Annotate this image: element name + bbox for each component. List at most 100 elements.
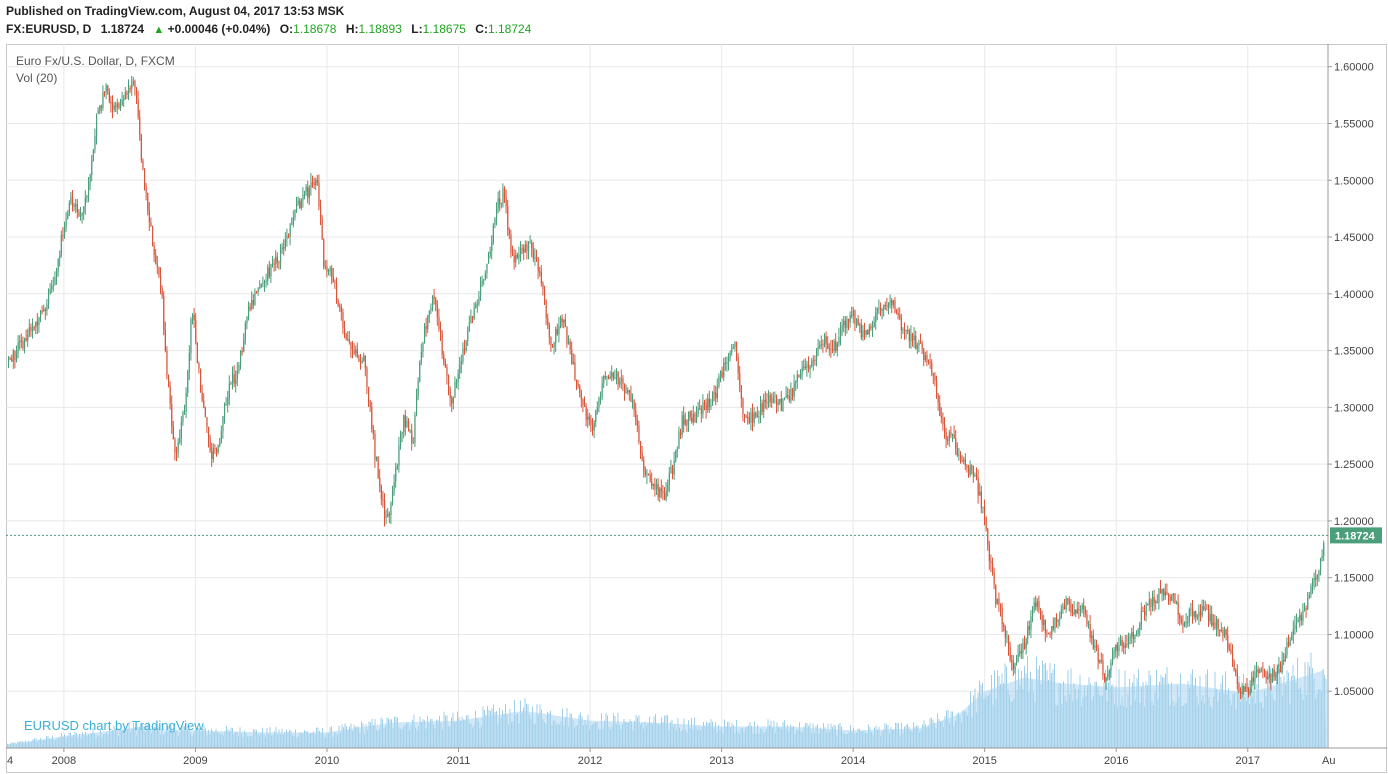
candle-down: [340, 306, 342, 313]
candle-up: [707, 398, 709, 411]
candle-up: [892, 300, 894, 306]
candle-up: [793, 383, 795, 397]
candle-down: [844, 320, 846, 329]
candle-up: [1137, 629, 1139, 633]
candle-down: [1142, 610, 1144, 612]
candle-up: [75, 204, 77, 206]
candle-up: [43, 309, 45, 311]
candle-down: [1046, 632, 1048, 634]
candle-down: [1009, 647, 1011, 661]
candle-up: [403, 415, 405, 432]
candle-down: [950, 432, 952, 435]
candle-up: [878, 307, 880, 309]
candle-down: [313, 182, 315, 185]
candle-down: [694, 413, 696, 423]
candle-up: [240, 351, 242, 365]
candle-down: [368, 386, 370, 401]
candle-down: [547, 318, 549, 326]
candle-down: [990, 561, 992, 564]
candle-down: [464, 348, 466, 351]
candle-up: [716, 386, 718, 399]
candle-up: [414, 414, 416, 443]
candle-down: [539, 271, 541, 273]
candle-up: [1161, 588, 1163, 594]
candle-up: [1308, 594, 1310, 599]
volume-indicator-label[interactable]: Vol (20): [16, 71, 58, 85]
candle-down: [592, 424, 594, 431]
candle-down: [550, 337, 552, 347]
candle-up: [659, 488, 661, 498]
candle-down: [942, 417, 944, 425]
candle-up: [73, 205, 75, 207]
candle-down: [44, 309, 46, 311]
candle-down: [1163, 588, 1165, 596]
candle-down: [1217, 619, 1219, 630]
candle-down: [331, 268, 333, 277]
candle-up: [422, 342, 424, 353]
candle-down: [1219, 629, 1221, 632]
x-tick-label: Au: [1322, 755, 1335, 767]
candle-up: [969, 465, 971, 476]
candle-up: [712, 392, 714, 406]
candle-down: [1008, 637, 1010, 648]
candle-down: [11, 359, 13, 362]
candle-down: [1078, 609, 1080, 611]
candle-down: [145, 187, 147, 193]
candle-down: [206, 417, 208, 428]
candle-down: [649, 475, 651, 482]
candle-down: [1240, 691, 1242, 694]
candle-up: [1286, 642, 1288, 656]
candle-up: [264, 281, 266, 283]
candle-up: [958, 454, 960, 456]
chart-frame[interactable]: [6, 44, 1387, 773]
candle-down: [662, 491, 664, 494]
candle-up: [294, 209, 296, 218]
candle-down: [1225, 629, 1227, 635]
candle-up: [555, 329, 557, 343]
candle-down: [745, 416, 747, 418]
candle-down: [908, 330, 910, 342]
candle-up: [480, 284, 482, 297]
candle-down: [937, 395, 939, 403]
candle-up: [124, 92, 126, 100]
candle-down: [356, 349, 358, 357]
candle-down: [920, 341, 922, 343]
candle-down: [590, 419, 592, 425]
candle-down: [740, 385, 742, 399]
candle-up: [1304, 608, 1306, 611]
candle-down: [971, 465, 973, 467]
candle-down: [126, 92, 128, 95]
last-price-tag-label: 1.18724: [1335, 530, 1376, 542]
candle-up: [982, 506, 984, 508]
candle-down: [379, 477, 381, 486]
candle-down: [915, 335, 917, 349]
candle-down: [323, 239, 325, 267]
candle-down: [585, 406, 587, 420]
candle-up: [1019, 651, 1021, 654]
candle-down: [939, 402, 941, 416]
candle-down: [1116, 644, 1118, 652]
candle-down: [369, 400, 371, 407]
candle-up: [393, 481, 395, 490]
candle-up: [520, 248, 522, 255]
candle-up: [291, 224, 293, 226]
candle-up: [1172, 593, 1174, 596]
candle-up: [315, 180, 317, 185]
candle-up: [782, 399, 784, 411]
candle-down: [107, 85, 109, 91]
candle-up: [1152, 596, 1154, 607]
candle-down: [1288, 642, 1290, 646]
candle-down: [1041, 615, 1043, 625]
candle-up: [385, 516, 387, 518]
candle-down: [1004, 626, 1006, 638]
candle-up: [1291, 635, 1293, 641]
candle-up: [64, 226, 66, 236]
y-tick-label: 1.05000: [1334, 686, 1374, 698]
candle-up: [785, 395, 787, 399]
candle-down: [886, 305, 888, 307]
candle-up: [1059, 617, 1061, 620]
candle-up: [1318, 571, 1320, 576]
candle-up: [59, 255, 61, 259]
candle-down: [985, 516, 987, 530]
